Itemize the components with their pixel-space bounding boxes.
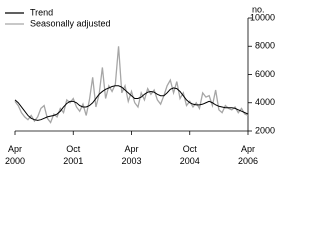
x-tick-label-line: Oct — [66, 144, 81, 154]
x-tick-label: Apr 2000 — [5, 144, 25, 166]
x-tick-label: Oct 2004 — [180, 144, 200, 166]
x-tick-label: Apr 2006 — [238, 144, 258, 166]
y-tick-label: 2000 — [255, 125, 275, 135]
x-tick-label-line: 2001 — [63, 156, 83, 166]
legend-label: Trend — [30, 7, 53, 17]
legend-label: Seasonally adjusted — [30, 18, 111, 28]
y-axis-label: no. — [252, 4, 265, 14]
x-tick-label-line: Apr — [124, 144, 138, 154]
y-tick-label: 8000 — [255, 41, 275, 51]
x-tick-label: Apr 2003 — [121, 144, 141, 166]
x-tick-label-line: 2004 — [180, 156, 200, 166]
x-tick-label-line: Apr — [241, 144, 255, 154]
x-tick-label: Oct 2001 — [63, 144, 83, 166]
line-series — [14, 85, 249, 121]
x-tick-label-line: Apr — [8, 144, 22, 154]
line-series — [14, 46, 249, 124]
x-tick-label-line: Oct — [183, 144, 198, 154]
x-tick-label-line: 2003 — [121, 156, 141, 166]
y-tick-label: 6000 — [255, 69, 275, 79]
y-tick-label: 10000 — [250, 12, 275, 22]
y-tick-label: 4000 — [255, 97, 275, 107]
x-tick-label-line: 2006 — [238, 156, 258, 166]
x-tick-label-line: 2000 — [5, 156, 25, 166]
